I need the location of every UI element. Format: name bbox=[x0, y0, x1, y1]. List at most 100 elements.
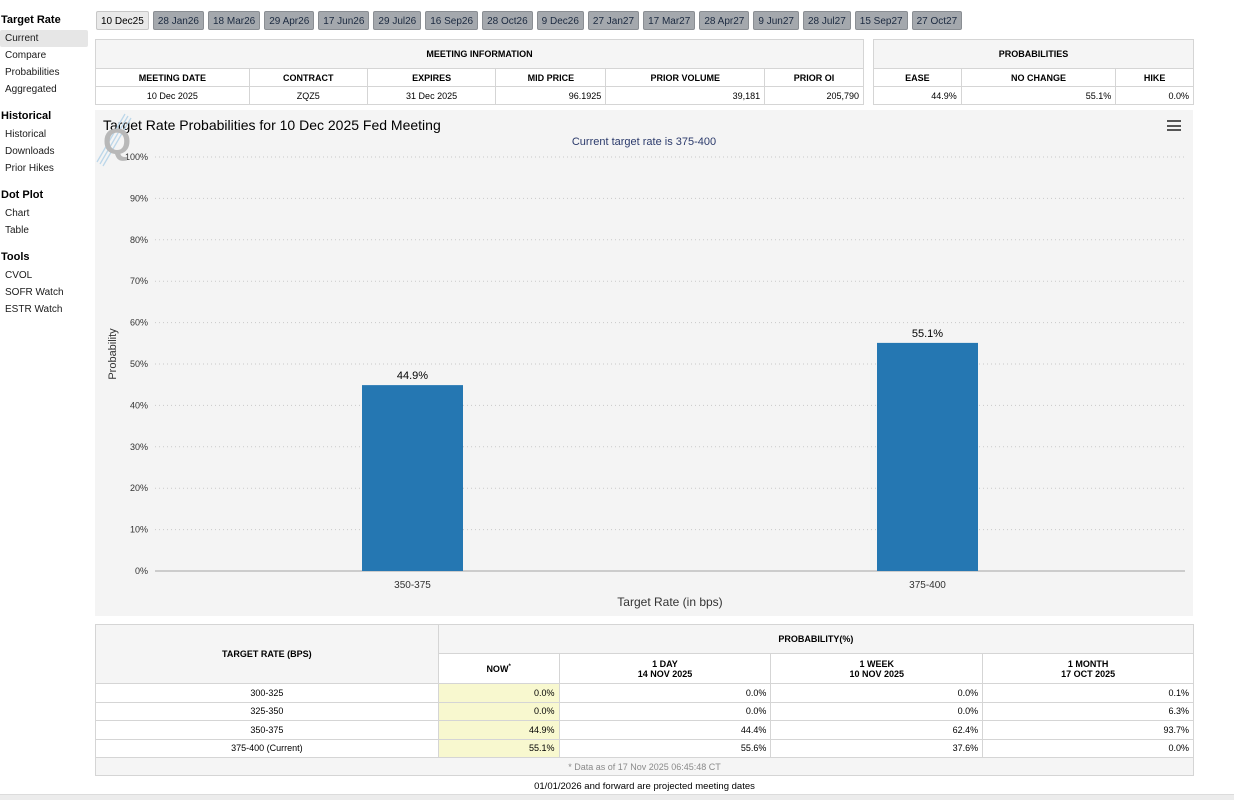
sidebar-item-downloads[interactable]: Downloads bbox=[5, 146, 55, 157]
col-header: EXPIRES bbox=[366, 68, 497, 87]
rate-cell: 300-325 bbox=[95, 683, 439, 703]
sidebar-group-title: Historical bbox=[1, 110, 52, 122]
sidebar-group-title: Tools bbox=[1, 251, 30, 263]
sidebar-item-prior-hikes[interactable]: Prior Hikes bbox=[5, 163, 54, 174]
ease-value: 44.9% bbox=[873, 86, 962, 105]
value-cell: 6.3% bbox=[982, 701, 1194, 721]
col-header: MEETING DATE bbox=[95, 68, 250, 87]
y-tick-label: 90% bbox=[130, 193, 148, 203]
meeting-info-title: MEETING INFORMATION bbox=[95, 39, 864, 69]
value-cell: 0.1% bbox=[982, 683, 1194, 703]
tab-meeting[interactable]: 28 Oct26 bbox=[482, 11, 533, 30]
col-header: PRIOR VOLUME bbox=[605, 68, 766, 87]
tab-meeting[interactable]: 28 Jan26 bbox=[152, 11, 204, 30]
sidebar-item-current[interactable]: Current bbox=[0, 30, 88, 47]
tab-meeting[interactable]: 9 Jun27 bbox=[753, 11, 799, 30]
rate-cell: 375-400 (Current) bbox=[95, 738, 439, 758]
y-tick-label: 80% bbox=[130, 235, 148, 245]
col-header-now: NOW* bbox=[437, 653, 560, 684]
chart-panel: 0% 10% 20% 30% 40% 50% 60% 70% 80% 90% 100% 44.9% 35… bbox=[95, 110, 1193, 616]
rate-header: TARGET RATE (BPS) bbox=[95, 624, 439, 684]
value-cell: 55.6% bbox=[558, 738, 772, 758]
tab-meeting[interactable]: 29 Apr26 bbox=[264, 11, 315, 30]
y-tick-label: 100% bbox=[125, 152, 148, 162]
prior-oi-value: 205,790 bbox=[764, 86, 864, 105]
sidebar-item-cvol[interactable]: CVOL bbox=[5, 270, 33, 281]
tab-meeting[interactable]: 27 Oct27 bbox=[911, 11, 963, 30]
y-tick-label: 0% bbox=[135, 566, 148, 576]
sidebar-item-aggregated[interactable]: Aggregated bbox=[5, 84, 57, 95]
rate-cell: 325-350 bbox=[95, 701, 439, 721]
now-cell: 0.0% bbox=[437, 683, 560, 703]
y-tick-label: 10% bbox=[130, 525, 148, 535]
value-cell: 0.0% bbox=[770, 683, 984, 703]
meeting-date-value: 10 Dec 2025 bbox=[95, 86, 250, 105]
y-tick-label: 70% bbox=[130, 276, 148, 286]
tab-meeting[interactable]: 16 Sep26 bbox=[425, 11, 479, 30]
probability-history-table: TARGET RATE (BPS) PROBABILITY(%) NOW* 1 … bbox=[95, 624, 1195, 776]
meeting-tabs: 10 Dec25 28 Jan26 18 Mar26 29 Apr26 17 J… bbox=[96, 11, 963, 30]
table-row: 300-325 0.0% 0.0% 0.0% 0.1% bbox=[95, 683, 1194, 703]
bar-chart: 0% 10% 20% 30% 40% 50% 60% 70% 80% 90% 100% 44.9% 35… bbox=[107, 152, 1185, 609]
y-tick-label: 40% bbox=[130, 400, 148, 410]
sidebar-group-historical: Historical Historical Downloads Prior Hi… bbox=[0, 104, 88, 177]
mid-price-value: 96.1925 bbox=[495, 86, 607, 105]
tab-meeting[interactable]: 27 Jan27 bbox=[587, 11, 640, 30]
value-cell: 93.7% bbox=[982, 720, 1194, 740]
hamburger-menu-icon[interactable] bbox=[1167, 120, 1181, 131]
table-row: 350-375 44.9% 44.4% 62.4% 93.7% bbox=[95, 720, 1194, 740]
tab-meeting[interactable]: 9 Dec26 bbox=[536, 11, 584, 30]
y-axis-title: Probability bbox=[107, 328, 119, 380]
y-tick-label: 20% bbox=[130, 483, 148, 493]
sidebar-item-chart[interactable]: Chart bbox=[5, 208, 30, 219]
meeting-info-table: MEETING INFORMATION MEETING DATE CONTRAC… bbox=[95, 39, 864, 105]
no-change-value: 55.1% bbox=[960, 86, 1117, 105]
value-cell: 37.6% bbox=[770, 738, 984, 758]
col-header: EASE bbox=[873, 68, 962, 87]
sidebar-item-table[interactable]: Table bbox=[5, 225, 29, 236]
sidebar-group-title: Target Rate bbox=[1, 14, 61, 26]
contract-value: ZQZ5 bbox=[248, 86, 368, 105]
bar bbox=[362, 385, 463, 571]
horizontal-scrollbar[interactable] bbox=[0, 794, 1234, 800]
value-cell: 0.0% bbox=[558, 683, 772, 703]
projected-dates-footnote: 01/01/2026 and forward are projected mee… bbox=[534, 781, 755, 792]
tab-meeting[interactable]: 15 Sep27 bbox=[854, 11, 908, 30]
value-cell: 0.0% bbox=[770, 701, 984, 721]
probabilities-title: PROBABILITIES bbox=[873, 39, 1194, 69]
chart-subtitle: Current target rate is 375-400 bbox=[571, 136, 717, 148]
tab-meeting[interactable]: 18 Mar26 bbox=[207, 11, 261, 30]
col-header: MID PRICE bbox=[495, 68, 607, 87]
tab-meeting[interactable]: 28 Jul27 bbox=[802, 11, 851, 30]
sidebar-group-tools: Tools CVOL SOFR Watch ESTR Watch bbox=[0, 245, 88, 318]
bar bbox=[877, 342, 978, 571]
prior-volume-value: 39,181 bbox=[605, 86, 766, 105]
expires-value: 31 Dec 2025 bbox=[366, 86, 497, 105]
now-cell: 0.0% bbox=[437, 701, 560, 721]
col-header: HIKE bbox=[1115, 68, 1194, 87]
tab-meeting[interactable]: 17 Jun26 bbox=[318, 11, 370, 30]
data-timestamp-note: * Data as of 17 Nov 2025 06:45:48 CT bbox=[95, 757, 1194, 776]
probabilities-table: PROBABILITIES EASE NO CHANGE HIKE 44.9% … bbox=[873, 39, 1194, 105]
tab-meeting[interactable]: 17 Mar27 bbox=[643, 11, 696, 30]
sidebar-item-historical[interactable]: Historical bbox=[5, 129, 47, 140]
sidebar-item-estr-watch[interactable]: ESTR Watch bbox=[5, 304, 63, 315]
y-tick-label: 60% bbox=[130, 318, 148, 328]
data-label: 55.1% bbox=[912, 328, 943, 340]
col-header: PRIOR OI bbox=[764, 68, 864, 87]
col-header-1-month: 1 MONTH 17 OCT 2025 bbox=[982, 653, 1194, 684]
tab-meeting[interactable]: 29 Jul26 bbox=[373, 11, 422, 30]
data-label: 44.9% bbox=[397, 370, 428, 382]
tab-meeting[interactable]: 28 Apr27 bbox=[699, 11, 750, 30]
sidebar-group-title: Dot Plot bbox=[1, 189, 44, 201]
sidebar-item-sofr-watch[interactable]: SOFR Watch bbox=[5, 287, 64, 298]
now-cell: 55.1% bbox=[437, 738, 560, 758]
rate-cell: 350-375 bbox=[95, 720, 439, 740]
value-cell: 0.0% bbox=[558, 701, 772, 721]
tab-meeting[interactable]: 10 Dec25 bbox=[96, 11, 149, 30]
sidebar-item-probabilities[interactable]: Probabilities bbox=[5, 67, 60, 78]
sidebar-item-compare[interactable]: Compare bbox=[5, 50, 47, 61]
value-cell: 0.0% bbox=[982, 738, 1194, 758]
table-row: 375-400 (Current) 55.1% 55.6% 37.6% 0.0% bbox=[95, 738, 1194, 758]
value-cell: 44.4% bbox=[558, 720, 772, 740]
